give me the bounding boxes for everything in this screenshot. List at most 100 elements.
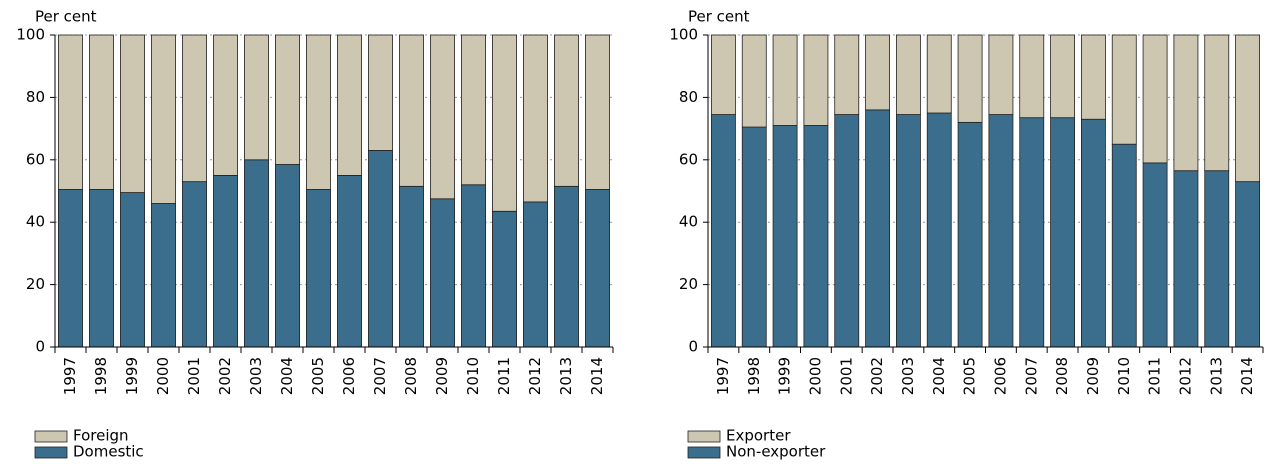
x-tick-label: 2010	[1115, 357, 1133, 395]
bar-segment	[244, 159, 269, 348]
bar-segment	[834, 114, 860, 348]
bar-segment	[1050, 34, 1076, 119]
bar-segment	[710, 34, 736, 115]
y-axis-label: Per cent	[688, 8, 750, 26]
x-tick-label: 2000	[806, 357, 824, 395]
x-tick-label: 2001	[837, 357, 855, 395]
bar-segment	[1204, 34, 1230, 172]
bar-segment	[1173, 170, 1199, 348]
bar-segment	[89, 189, 114, 348]
bar-segment	[430, 34, 455, 200]
legend-swatch	[687, 446, 721, 459]
x-tick-label: 2004	[278, 357, 296, 395]
x-tick-label: 2003	[247, 357, 265, 395]
bar-segment	[399, 185, 424, 348]
bar-segment	[306, 189, 331, 348]
bar-segment	[523, 34, 548, 203]
y-tick-label: 0	[35, 338, 45, 356]
x-tick-label: 2000	[154, 357, 172, 395]
bar-segment	[1019, 34, 1045, 119]
x-tick-label: 1999	[776, 357, 794, 395]
x-tick-label: 2002	[216, 357, 234, 395]
bar-segment	[275, 164, 300, 348]
x-tick-label: 2004	[930, 357, 948, 395]
x-tick-label: 2011	[495, 357, 513, 395]
y-tick-label: 80	[26, 88, 45, 106]
x-tick-label: 2006	[991, 357, 1009, 395]
y-tick-label: 60	[679, 150, 698, 168]
x-tick-label: 2013	[1207, 357, 1225, 395]
bar-segment	[430, 198, 455, 348]
bar-segment	[461, 184, 486, 348]
x-tick-label: 2001	[185, 357, 203, 395]
x-tick-label: 2009	[1084, 357, 1102, 395]
bar-segment	[585, 34, 610, 190]
bar-segment	[337, 174, 362, 348]
bar-segment	[865, 109, 891, 348]
bar-segment	[1204, 170, 1230, 348]
bar-segment	[1019, 117, 1045, 348]
y-tick-label: 80	[679, 88, 698, 106]
bar-segment	[182, 34, 207, 183]
bar-segment	[803, 34, 829, 126]
legend-label: Foreign	[73, 427, 129, 445]
bar-segment	[213, 34, 238, 176]
bar-segment	[399, 34, 424, 187]
bar-segment	[120, 34, 145, 193]
bar-segment	[275, 34, 300, 165]
bar-segment	[1111, 34, 1137, 145]
bar-segment	[1235, 34, 1261, 183]
x-tick-label: 1998	[745, 357, 763, 395]
bar-segment	[492, 34, 517, 212]
bar-segment	[1111, 143, 1137, 348]
bar-segment	[368, 150, 393, 348]
x-tick-label: 2007	[1022, 357, 1040, 395]
x-tick-label: 2009	[433, 357, 451, 395]
bar-segment	[834, 34, 860, 115]
bar-segment	[926, 34, 952, 114]
bar-segment	[1235, 181, 1261, 348]
x-tick-label: 2006	[340, 357, 358, 395]
x-tick-label: 2008	[1053, 357, 1071, 395]
bar-segment	[120, 192, 145, 348]
x-tick-label: 1997	[714, 357, 732, 395]
bar-segment	[988, 114, 1014, 348]
x-tick-label: 2002	[868, 357, 886, 395]
bar-segment	[957, 121, 983, 348]
x-tick-label: 2010	[464, 357, 482, 395]
bar-segment	[58, 189, 83, 348]
bar-segment	[213, 174, 238, 348]
bar-segment	[585, 189, 610, 348]
bar-segment	[1173, 34, 1199, 172]
bar-segment	[988, 34, 1014, 115]
y-tick-label: 20	[26, 275, 45, 293]
legend-swatch	[687, 430, 721, 443]
bar-segment	[957, 34, 983, 123]
bar-segment	[1142, 34, 1168, 164]
bar-segment	[554, 34, 579, 187]
bar-segment	[523, 201, 548, 348]
bar-segment	[741, 34, 767, 128]
y-tick-label: 100	[669, 26, 698, 44]
legend-swatch	[34, 430, 68, 443]
legend-label: Exporter	[726, 427, 791, 445]
bar-segment	[741, 126, 767, 348]
x-tick-label: 2005	[309, 357, 327, 395]
bar-segment	[710, 114, 736, 348]
bar-segment	[306, 34, 331, 190]
bar-segment	[151, 203, 176, 348]
legend-label: Non-exporter	[726, 443, 826, 461]
bar-segment	[895, 34, 921, 115]
legend-label: Domestic	[73, 443, 144, 461]
bar-segment	[865, 34, 891, 111]
bar-segment	[772, 34, 798, 126]
bar-segment	[1050, 117, 1076, 348]
x-tick-label: 2005	[961, 357, 979, 395]
y-tick-label: 40	[679, 213, 698, 231]
bar-segment	[151, 34, 176, 204]
bar-segment	[554, 185, 579, 348]
x-tick-label: 2012	[1176, 357, 1194, 395]
bar-segment	[1142, 162, 1168, 348]
x-tick-label: 2008	[402, 357, 420, 395]
